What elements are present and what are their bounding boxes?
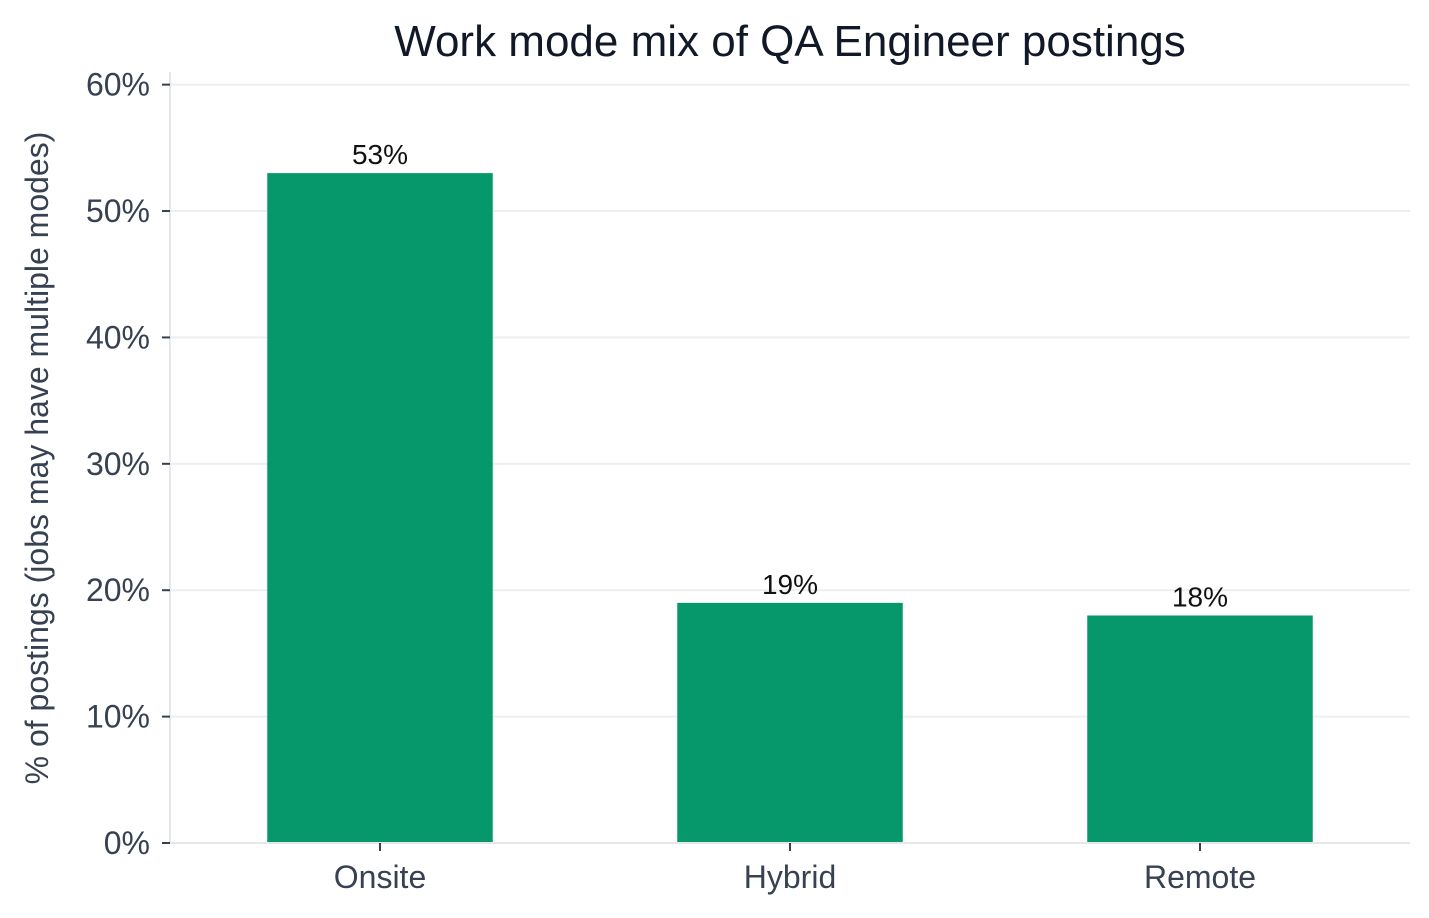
bar-remote [1087,615,1313,843]
y-tick-label: 20% [86,572,150,608]
data-label: 18% [1172,581,1228,612]
y-axis-label: % of postings (jobs may have multiple mo… [19,132,55,785]
data-label: 53% [352,139,408,170]
x-ticks: Onsite Hybrid Remote [334,843,1256,895]
y-tick-label: 40% [86,319,150,355]
chart-title: Work mode mix of QA Engineer postings [394,17,1186,66]
y-tick-label: 10% [86,699,150,735]
x-tick-label: Hybrid [744,859,836,895]
bar-hybrid [677,602,903,843]
data-label: 19% [762,569,818,600]
y-tick-label: 50% [86,193,150,229]
y-tick-label: 60% [86,67,150,103]
y-ticks: 0% 10% 20% 30% 40% 50% 60% [86,67,170,861]
data-labels: 53% 19% 18% [352,139,1228,612]
bars [267,173,1313,844]
y-tick-label: 30% [86,446,150,482]
x-tick-label: Onsite [334,859,426,895]
bar-onsite [267,173,493,844]
x-tick-label: Remote [1144,859,1256,895]
y-tick-label: 0% [104,825,150,861]
